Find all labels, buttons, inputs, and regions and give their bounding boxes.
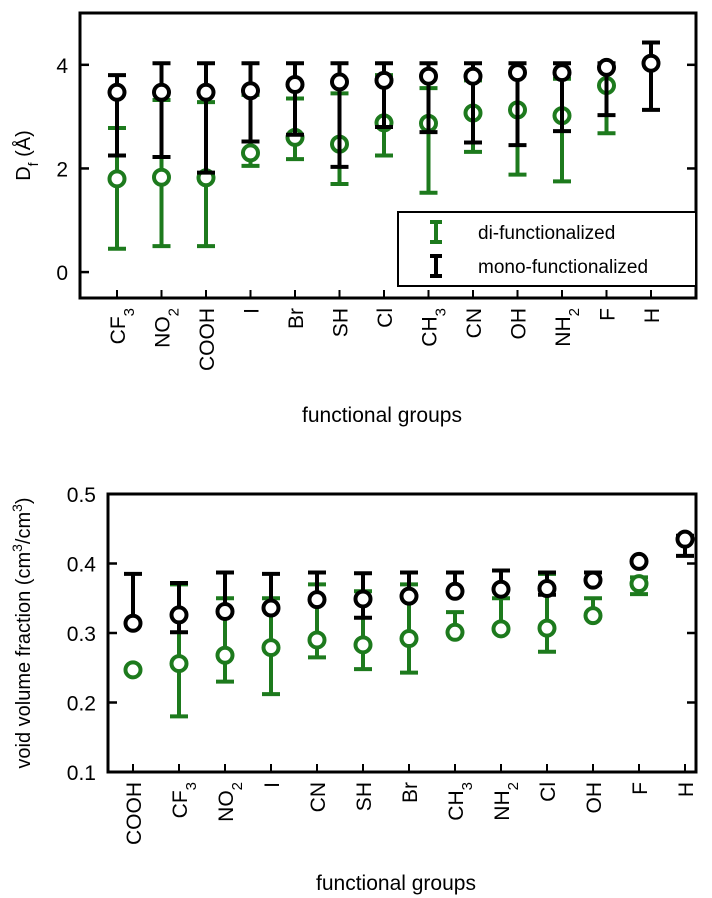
legend-entry-label: di-functionalized — [478, 223, 615, 244]
x-tick-label: COOH — [123, 782, 146, 845]
y-axis-label: Df (Å) — [12, 130, 41, 181]
data-point-mono — [107, 82, 127, 102]
data-point-mono — [463, 66, 483, 86]
y-tick-label: 0.3 — [67, 623, 96, 646]
data-point-di — [629, 574, 649, 594]
x-tick-label: CF3 — [107, 308, 138, 344]
data-point-mono — [374, 70, 394, 90]
legend-box — [397, 211, 697, 287]
x-tick-label: NH2 — [491, 782, 522, 821]
data-point-mono — [152, 82, 171, 102]
x-tick-label: CN — [307, 782, 330, 812]
y-axis-label: void volume fraction (cm3/cm3) — [9, 497, 35, 768]
data-point-mono — [537, 579, 557, 599]
y-tick-label: 0 — [56, 262, 68, 285]
x-tick-label: NH2 — [552, 308, 583, 347]
data-point-mono — [508, 63, 527, 83]
data-point-mono — [491, 579, 511, 599]
data-point-di — [107, 169, 127, 189]
data-point-di — [537, 618, 557, 638]
data-point-di — [123, 660, 143, 680]
data-point-mono — [169, 605, 189, 625]
data-point-di — [241, 143, 260, 163]
data-point-mono — [399, 586, 419, 606]
data-point-mono — [583, 570, 603, 590]
data-point-mono — [307, 590, 327, 610]
data-point-mono — [330, 72, 349, 92]
x-tick-label: Br — [285, 308, 308, 329]
x-tick-label: SH — [330, 308, 353, 337]
x-tick-label: CH3 — [445, 782, 476, 821]
x-tick-label: CN — [463, 308, 486, 338]
x-tick-label: COOH — [196, 308, 219, 371]
y-tick-label: 2 — [56, 158, 68, 181]
x-axis-label: functional groups — [302, 404, 462, 427]
data-point-di — [353, 635, 373, 655]
x-tick-label: Br — [399, 782, 422, 803]
data-point-mono — [196, 82, 216, 102]
y-tick-label: 0.1 — [67, 762, 96, 785]
y-tick-label: 0.2 — [67, 693, 96, 716]
x-tick-label: NO2 — [152, 308, 183, 348]
data-point-mono — [123, 613, 143, 633]
data-point-mono — [641, 53, 661, 73]
x-tick-label: CF3 — [169, 782, 200, 818]
legend-entry-label: mono-functionalized — [478, 257, 648, 278]
y-tick-label: 4 — [56, 55, 68, 78]
x-tick-label: F — [597, 308, 620, 321]
data-point-di — [399, 629, 419, 649]
x-tick-label: OH — [508, 308, 531, 340]
plot-frame — [78, 11, 698, 300]
x-tick-label: Cl — [374, 308, 397, 328]
data-point-di — [152, 167, 171, 187]
chart-void-fraction: 0.1 0.2 0.3 0.4 0.5 void volume fraction (cm3… — [9, 484, 698, 895]
data-point-di — [491, 619, 511, 639]
data-point-mono — [675, 529, 695, 549]
data-point-mono — [445, 581, 465, 601]
data-point-mono — [353, 589, 373, 609]
x-axis-label: functional groups — [316, 872, 476, 895]
x-tick-label: F — [629, 782, 652, 795]
data-point-mono — [261, 598, 281, 618]
x-tick-label: H — [675, 782, 698, 797]
y-tick-label: 0.4 — [67, 554, 97, 577]
data-point-mono — [552, 63, 572, 83]
x-tick-label: I — [241, 308, 264, 314]
data-point-di — [307, 630, 327, 650]
data-point-mono — [215, 601, 235, 621]
data-point-mono — [285, 75, 305, 95]
data-point-mono — [419, 66, 438, 86]
data-point-di — [583, 606, 603, 626]
data-point-di — [169, 654, 189, 674]
x-tick-label: SH — [353, 782, 376, 811]
x-tick-label: Cl — [537, 782, 560, 802]
x-tick-label: CH3 — [419, 308, 450, 347]
data-point-mono — [597, 57, 616, 77]
data-point-di — [445, 622, 465, 642]
x-tick-label: H — [641, 308, 664, 323]
x-tick-label: OH — [583, 782, 606, 814]
data-point-mono — [241, 81, 260, 101]
data-point-di — [261, 638, 281, 658]
x-tick-label: I — [261, 782, 284, 788]
data-point-di — [215, 645, 235, 665]
data-point-mono — [629, 551, 649, 571]
chart-pore-diameter: 0 2 4 Df (Å) CF3 NO2 COOH I Br SH Cl CH3 CN OH NH2 F Hfu… — [12, 11, 698, 427]
x-tick-label: NO2 — [215, 782, 246, 822]
y-tick-label: 0.5 — [67, 484, 96, 507]
